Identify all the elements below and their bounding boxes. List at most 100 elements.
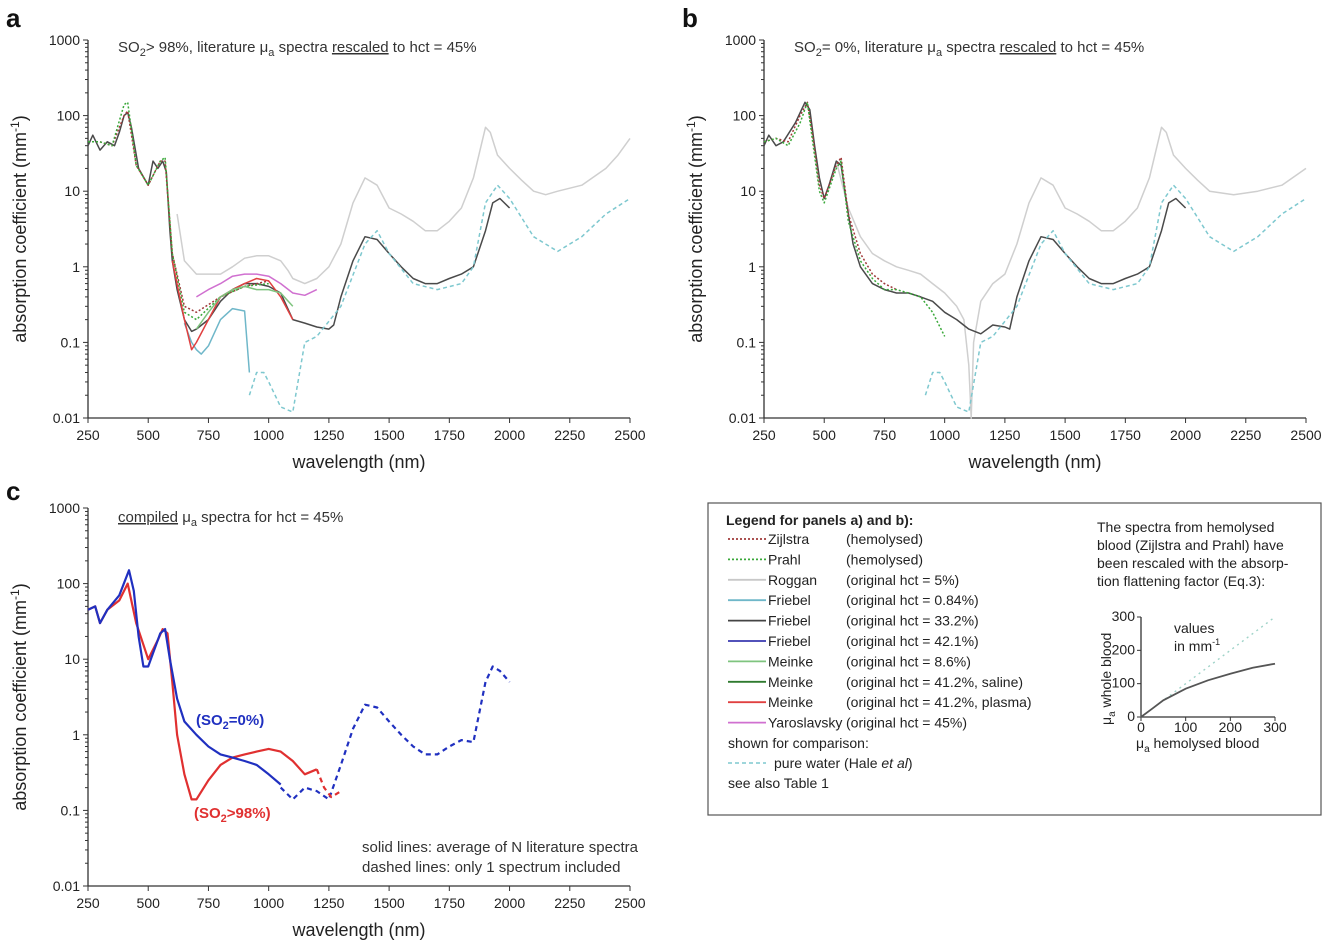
inset-flattening-curve (1140, 662, 1276, 718)
legend-entry-desc: (original hct = 42.1%) (846, 633, 979, 649)
panel-a-title-so: SO (118, 39, 140, 56)
legend-entry-name: Meinke (768, 674, 813, 690)
legend-entry-name: Meinke (768, 653, 813, 669)
y-tick-label: 0.1 (61, 802, 81, 818)
panel-b-title-musub: a (936, 47, 943, 59)
y-axis-label: absorption coefficient (mm-1) (8, 115, 30, 342)
x-tick-label: 1250 (313, 427, 344, 443)
x-tick-label: 1750 (1110, 427, 1141, 443)
label-so2-98: (SO2>98%) (194, 805, 271, 825)
series-line-prahl (763, 101, 946, 337)
x-tick-label: 1500 (1050, 427, 1081, 443)
inset-ylabel-sub: a (1107, 711, 1118, 717)
x-tick-label: 2500 (1290, 427, 1321, 443)
series-line-yaroslavsky (196, 273, 318, 298)
x-tick-label: 1000 (929, 427, 960, 443)
panel-c-title-mu: μ (178, 509, 191, 526)
legend-entry-name: Zijlstra (768, 531, 809, 547)
panel-b-axes: 250 500 750 1000 1250 1500 1750 2000 2250 2500100… (684, 32, 1322, 472)
x-tick-label: 1750 (434, 427, 465, 443)
y-axis-label-sup: -1 (8, 121, 22, 132)
legend-entry-name: Yaroslavsky (768, 715, 842, 731)
panel-a-title-underlined: rescaled (332, 39, 389, 56)
inset-x-tick-label: 200 (1219, 719, 1243, 735)
series-line-pure-water-hale-et-al- (248, 184, 631, 413)
panel-a-title-mu: μ (260, 39, 269, 56)
y-tick-label: 0.01 (53, 410, 80, 426)
y-axis-label-close: ) (686, 115, 706, 121)
y-tick-label: 100 (57, 576, 81, 592)
series-line-so2-0-dashed (279, 665, 511, 801)
panel-a-axes: 250 500 750 1000 1250 1500 1750 2000 2250 2500100… (8, 32, 646, 472)
x-tick-label: 250 (76, 895, 100, 911)
label-so2-0-close: =0%) (229, 712, 264, 729)
legend-box: Legend for panels a) and b): Zijlstra (he… (707, 502, 1322, 816)
x-tick-label: 1500 (374, 895, 405, 911)
inset-xlabel-sub: a (1144, 744, 1150, 755)
panel-a-series (87, 101, 631, 413)
label-so2-98-close: >98%) (227, 805, 271, 822)
x-tick-label: 2250 (554, 427, 585, 443)
legend-entry-desc: (original hct = 45%) (846, 715, 967, 731)
y-tick-label: 0.01 (729, 410, 756, 426)
series-line-friebel-original-hct-33-2- (763, 101, 1187, 335)
x-axis-label: wavelength (nm) (967, 452, 1101, 472)
y-tick-label: 10 (740, 183, 756, 199)
inset-xlabel: μa hemolysed blood (1136, 735, 1259, 755)
legend-side-note-3: been rescaled with the absorp- (1097, 555, 1289, 571)
legend-water-close: ) (908, 755, 913, 771)
legend-comparison-heading: shown for comparison: (728, 735, 869, 751)
y-tick-label: 1 (748, 259, 756, 275)
x-tick-label: 2500 (614, 427, 645, 443)
x-tick-label: 1250 (313, 895, 344, 911)
panel-a-title-musub: a (268, 47, 275, 59)
x-tick-label: 1750 (434, 895, 465, 911)
y-axis-label: absorption coefficient (mm-1) (684, 115, 706, 342)
x-axis-label: wavelength (nm) (291, 452, 425, 472)
legend-entry-name: Friebel (768, 592, 811, 608)
inset-y-tick-label: 0 (1127, 708, 1135, 724)
legend-side-note-2: blood (Zijlstra and Prahl) have (1097, 537, 1284, 553)
x-tick-label: 1250 (989, 427, 1020, 443)
inset-x-tick-label: 100 (1174, 719, 1198, 735)
y-axis-label-close: ) (10, 115, 30, 121)
y-axis-label-sup: -1 (684, 121, 698, 132)
legend-heading: Legend for panels a) and b): (726, 512, 913, 528)
inset-y-tick-label: 200 (1112, 641, 1136, 657)
legend-entry-desc: (original hct = 8.6%) (846, 653, 971, 669)
panel-b-title: SO2= 0%, literature μa spectra rescaled … (794, 39, 1144, 59)
panel-b-title-mid: = 0%, literature (822, 39, 927, 56)
label-so2-0-open: (SO (196, 712, 223, 729)
label-so2-98-open: (SO (194, 805, 221, 822)
legend-water-label: pure water (Hale et al) (774, 755, 913, 771)
panel-a: 250 500 750 1000 1250 1500 1750 2000 2250 2500100… (8, 32, 646, 472)
x-tick-label: 750 (197, 427, 221, 443)
panel-letter-b: b (682, 3, 698, 33)
legend-entry-desc: (original hct = 5%) (846, 572, 959, 588)
series-line-meinke-original-hct-41-2-plasma- (171, 260, 294, 351)
y-tick-label: 0.1 (737, 334, 757, 350)
y-axis-label-text: absorption coefficient (mm (10, 132, 30, 343)
x-tick-label: 500 (813, 427, 837, 443)
legend-side-note-4: tion flattening factor (Eq.3): (1097, 573, 1265, 589)
inset-x-tick-label: 300 (1263, 719, 1287, 735)
legend-entry-name: Meinke (768, 694, 813, 710)
x-axis-label: wavelength (nm) (291, 920, 425, 940)
inset-ylabel-text: whole blood (1098, 633, 1114, 712)
label-so2-98-sub: 2 (221, 813, 227, 825)
x-tick-label: 1500 (374, 427, 405, 443)
y-tick-label: 10 (64, 651, 80, 667)
inset-values-sup: -1 (1212, 637, 1220, 647)
y-axis-label: absorption coefficient (mm-1) (8, 583, 30, 810)
panel-c: 250 500 750 1000 1250 1500 1750 2000 2250 2500100… (8, 500, 646, 940)
y-tick-label: 1 (72, 727, 80, 743)
panel-b-title-after: spectra (942, 39, 1000, 56)
series-line-prahl (88, 101, 269, 321)
y-tick-label: 1000 (49, 500, 80, 516)
legend-side-note-1: The spectra from hemolysed (1097, 519, 1274, 535)
y-tick-label: 0.1 (61, 334, 81, 350)
x-tick-label: 750 (873, 427, 897, 443)
x-tick-label: 750 (197, 895, 221, 911)
